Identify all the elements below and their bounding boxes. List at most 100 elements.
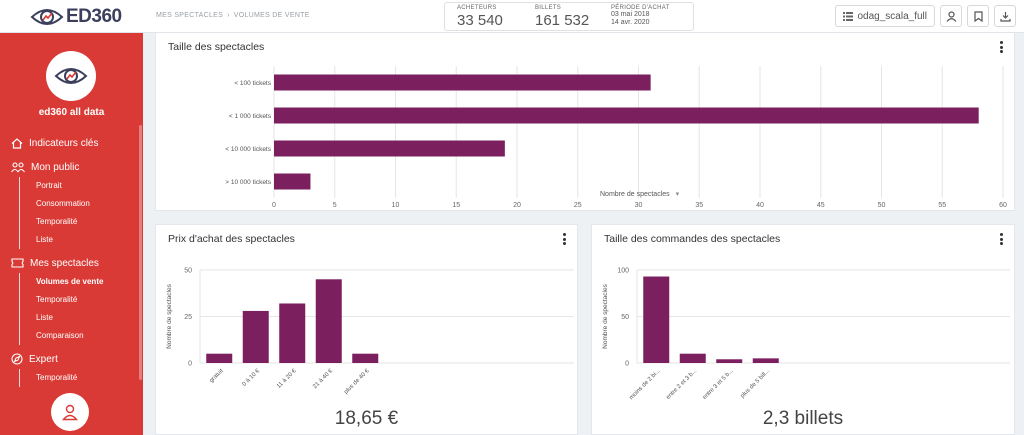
eye-logo-icon	[54, 68, 88, 84]
submenu-item[interactable]: Temporalité	[36, 217, 78, 226]
submenu-item[interactable]: Portrait	[36, 181, 62, 190]
user-button[interactable]	[940, 5, 962, 27]
bar[interactable]	[206, 353, 233, 363]
submenu-item-label: Volumes de vente	[36, 277, 104, 286]
tick-label-y: < 1 000 tickets	[229, 113, 272, 120]
sidebar-scrollbar[interactable]	[139, 125, 142, 380]
top-bar: ED360 MES SPECTACLES › VOLUMES DE VENTE AC…	[0, 0, 1024, 33]
bar[interactable]	[274, 107, 979, 124]
more-menu-icon[interactable]	[563, 233, 567, 247]
dataset-selector[interactable]: odag_scala_full	[834, 5, 935, 27]
tick-label-x: 20	[513, 202, 521, 209]
tick-label-y: < 100 tickets	[234, 80, 271, 87]
bar[interactable]	[274, 173, 311, 190]
stats-panel: ACHETEURS 33 540 BILLETS 161 532 PÉRIODE…	[444, 2, 694, 31]
bar[interactable]	[274, 74, 651, 91]
tick-label-x: plus de 40 €	[343, 368, 371, 396]
sidebar: ed360 all data Indicateurs clés Mon publ…	[0, 33, 267, 435]
tick-label-x: 0	[272, 202, 276, 209]
stat-buyers: ACHETEURS 33 540	[457, 5, 503, 29]
user-avatar-button[interactable]	[51, 393, 89, 431]
tick-label-x: plus de 5 bill...	[740, 368, 772, 400]
bar[interactable]	[279, 303, 306, 363]
user-icon	[62, 404, 78, 421]
submenu-item[interactable]: Liste	[36, 313, 53, 322]
bar[interactable]	[643, 276, 670, 363]
bar[interactable]	[752, 358, 779, 363]
sort-caret-icon: ▾	[675, 191, 680, 198]
tick-label-x: 50	[878, 202, 886, 209]
submenu-item[interactable]: Temporalité	[36, 295, 78, 304]
card-purchase-price: Prix d'achat des spectacles 0 25 50 gratuit…	[155, 224, 578, 435]
dataset-avatar	[46, 51, 96, 101]
sidebar-item-label: Mes spectacles	[30, 257, 99, 269]
toolbar: odag_scala_full	[834, 5, 1016, 27]
logo-text: ED360	[66, 5, 122, 27]
sidebar-item-expert[interactable]: Expert	[0, 349, 143, 369]
tick-label-y: > 10 000 tickets	[225, 179, 271, 186]
download-icon	[999, 11, 1011, 22]
bar[interactable]	[315, 279, 342, 363]
bar[interactable]	[242, 310, 269, 363]
bar[interactable]	[679, 353, 706, 363]
tick-label-x: 0 à 10 €	[242, 368, 262, 388]
tick-label-x: 5	[333, 202, 337, 209]
bookmark-icon	[973, 10, 983, 22]
more-menu-icon[interactable]	[1000, 41, 1004, 55]
sidebar-item-mes-spectacles[interactable]: Mes spectacles	[0, 253, 143, 273]
sidebar-item-mon-public[interactable]: Mon public	[0, 157, 143, 177]
tick-label-x: gratuit	[209, 368, 225, 384]
tick-label-x: 15	[452, 202, 460, 209]
compass-icon	[11, 353, 23, 365]
submenu-item[interactable]: Temporalité	[36, 373, 78, 382]
axis-label-text: Nombre de spectacles	[600, 191, 670, 198]
card-title: Prix d'achat des spectacles	[168, 233, 295, 245]
app-logo[interactable]: ED360	[0, 0, 143, 33]
tick-label-x: 11 à 20 €	[276, 368, 298, 390]
tick-label-x: 21 à 40 €	[312, 368, 334, 390]
tick-label-x: 45	[817, 202, 825, 209]
card-title: Taille des commandes des spectacles	[604, 233, 781, 245]
bar[interactable]	[274, 140, 505, 157]
card-show-size: Taille des spectacles 0 5 10 15 20 25 30 35 40 45…	[155, 33, 1015, 211]
chart-purchase-price: 0 25 50 gratuit 0 à 10 € 11 à 20 € 21 à 40 € pl…	[166, 268, 574, 396]
axis-label-x[interactable]: Nombre de spectacles ▾	[600, 190, 679, 198]
tick-label-x: 60	[999, 202, 1007, 209]
submenu-mes-spectacles: Volumes de vente Temporalité Liste Compa…	[19, 273, 267, 345]
dataset-label: odag_scala_full	[857, 10, 928, 22]
bar[interactable]	[716, 359, 743, 363]
bar[interactable]	[352, 353, 379, 363]
submenu-item[interactable]: Comparaison	[36, 331, 84, 340]
sidebar-item-indicateurs[interactable]: Indicateurs clés	[0, 133, 143, 153]
stat-label: ACHETEURS	[457, 5, 497, 11]
tick-label-y: 25	[184, 314, 192, 321]
submenu-mon-public: Portrait Consommation Temporalité Liste	[19, 177, 143, 249]
bookmark-button[interactable]	[967, 5, 989, 27]
more-menu-icon[interactable]	[1000, 233, 1004, 247]
tick-label-x: 35	[695, 202, 703, 209]
card-title: Taille des spectacles	[168, 41, 265, 53]
tick-label-x: entre 2 et 3 b...	[665, 368, 698, 401]
sidebar-item-label: Mon public	[31, 161, 80, 173]
axis-label-y: Nombre de spectacles	[602, 283, 609, 348]
tick-label-x: moins de 2 bi...	[629, 368, 662, 401]
submenu-expert: Temporalité	[19, 369, 143, 387]
breadcrumb-item[interactable]: MES SPECTACLES	[156, 12, 224, 19]
user-icon	[946, 10, 956, 22]
stat-tickets: BILLETS 161 532	[535, 5, 589, 29]
stat-label: PÉRIODE D'ACHAT	[611, 5, 670, 11]
tick-label-y: < 10 000 tickets	[225, 146, 271, 153]
tick-label-y: 100	[617, 268, 629, 275]
sidebar-item-label: Indicateurs clés	[29, 137, 99, 149]
download-button[interactable]	[994, 5, 1016, 27]
sidebar-nav: Indicateurs clés Mon public Portrait Con…	[0, 133, 267, 387]
stat-period: PÉRIODE D'ACHAT 03 mai 2018 14 avr. 2020	[611, 5, 670, 27]
list-icon	[842, 11, 853, 21]
stat-value: 33 540	[457, 12, 503, 29]
people-icon	[11, 161, 25, 172]
tick-label-x: entre 3 et 5 b...	[702, 368, 735, 401]
home-icon	[11, 137, 23, 149]
submenu-item-active[interactable]: Volumes de vente	[20, 273, 267, 291]
submenu-item[interactable]: Liste	[36, 235, 53, 244]
submenu-item[interactable]: Consommation	[36, 199, 90, 208]
